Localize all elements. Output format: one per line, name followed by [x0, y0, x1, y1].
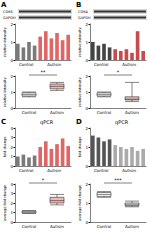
svg-text:***: *** [114, 177, 122, 183]
svg-text:Autism: Autism [122, 62, 136, 67]
svg-text:Control: Control [19, 62, 33, 67]
svg-text:Autism: Autism [122, 168, 136, 173]
svg-text:2: 2 [10, 22, 13, 27]
svg-text:0: 0 [10, 220, 13, 225]
svg-text:Control: Control [22, 224, 36, 229]
svg-text:Autism: Autism [47, 168, 61, 173]
svg-text:1: 1 [85, 90, 88, 95]
svg-text:qPCR: qPCR [115, 119, 129, 126]
svg-text:2: 2 [85, 74, 88, 79]
svg-text:**: ** [41, 69, 47, 75]
svg-text:Autism: Autism [47, 62, 61, 67]
svg-text:Autism: Autism [125, 110, 139, 115]
svg-text:Control: Control [94, 168, 108, 173]
svg-text:2: 2 [10, 74, 13, 79]
svg-text:0: 0 [85, 58, 88, 63]
svg-text:Autism: Autism [125, 224, 139, 229]
svg-text:0: 0 [85, 220, 88, 225]
svg-text:relative intensity: relative intensity [78, 77, 82, 107]
svg-text:Autism: Autism [50, 110, 64, 115]
svg-text:Control: Control [97, 110, 111, 115]
svg-text:0: 0 [10, 58, 13, 63]
svg-text:CDK4: CDK4 [78, 10, 88, 14]
svg-text:2: 2 [85, 126, 88, 131]
svg-text:Control: Control [19, 168, 33, 173]
svg-text:1: 1 [85, 40, 88, 45]
svg-text:average fold change: average fold change [78, 185, 82, 221]
svg-text:1: 1 [85, 201, 88, 206]
svg-text:3: 3 [10, 135, 13, 140]
svg-text:0: 0 [85, 106, 88, 111]
svg-text:1: 1 [10, 90, 13, 95]
svg-text:Control: Control [97, 224, 111, 229]
svg-text:A: A [1, 1, 7, 9]
svg-text:2: 2 [85, 22, 88, 27]
svg-text:2: 2 [10, 201, 13, 206]
svg-text:*: * [117, 69, 120, 75]
svg-text:qPCR: qPCR [40, 119, 54, 126]
svg-text:1: 1 [85, 145, 88, 150]
svg-text:Autism: Autism [50, 224, 64, 229]
svg-text:C: C [1, 118, 6, 126]
svg-text:4: 4 [10, 182, 13, 187]
svg-text:fold change: fold change [3, 137, 7, 158]
svg-text:0: 0 [10, 106, 13, 111]
svg-text:average fold change: average fold change [3, 185, 7, 221]
svg-text:GAPDH: GAPDH [3, 16, 16, 20]
svg-text:GAPDH: GAPDH [78, 16, 91, 20]
svg-text:0: 0 [85, 164, 88, 169]
svg-text:fold change: fold change [78, 137, 82, 158]
svg-text:2: 2 [10, 145, 13, 150]
svg-text:relative intensity: relative intensity [3, 77, 7, 107]
svg-text:relative intensity: relative intensity [3, 27, 7, 57]
svg-text:1: 1 [10, 210, 13, 215]
svg-text:B: B [76, 1, 81, 9]
svg-text:0: 0 [10, 164, 13, 169]
svg-text:2: 2 [85, 182, 88, 187]
svg-text:relative intensity: relative intensity [78, 27, 82, 57]
svg-text:CDK6: CDK6 [3, 10, 13, 14]
svg-text:*: * [42, 177, 45, 183]
svg-text:1: 1 [10, 40, 13, 45]
svg-text:3: 3 [10, 191, 13, 196]
svg-text:Control: Control [94, 62, 108, 67]
svg-text:4: 4 [10, 126, 13, 131]
svg-text:D: D [76, 118, 82, 126]
svg-text:1: 1 [10, 154, 13, 159]
svg-text:Control: Control [22, 110, 36, 115]
